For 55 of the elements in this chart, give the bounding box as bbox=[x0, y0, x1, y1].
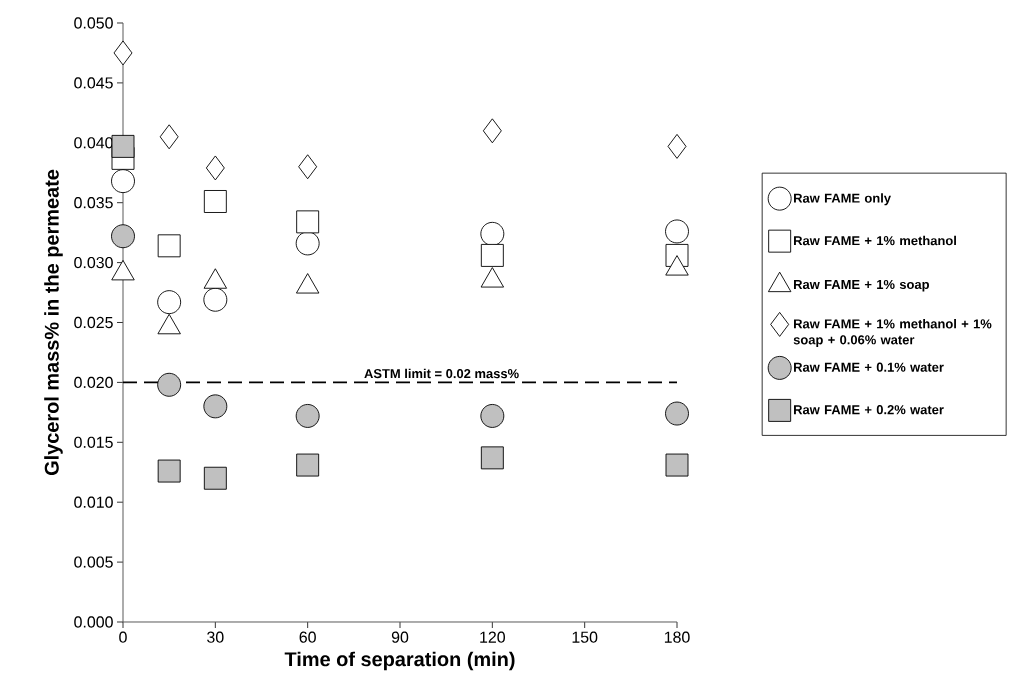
point bbox=[665, 401, 689, 426]
x-tick-label: 120 bbox=[480, 631, 505, 643]
x-tick-label: 90 bbox=[391, 631, 409, 643]
point bbox=[480, 404, 505, 428]
legend-label: Raw FAME + 0.1% water bbox=[794, 362, 944, 372]
x-tick-label: 180 bbox=[664, 631, 690, 643]
point bbox=[205, 155, 225, 181]
point bbox=[157, 372, 182, 397]
y-tick-label: 0.025 bbox=[74, 316, 113, 329]
x-tick-label: 30 bbox=[207, 631, 224, 643]
point bbox=[203, 394, 228, 419]
point bbox=[157, 459, 181, 483]
point bbox=[159, 124, 179, 150]
y-tick-label: 0.050 bbox=[74, 17, 113, 29]
point bbox=[157, 290, 182, 315]
point bbox=[296, 210, 320, 234]
legend-label: Raw FAME + 1% methanol bbox=[794, 235, 956, 246]
point bbox=[296, 453, 320, 477]
point bbox=[480, 221, 505, 246]
point bbox=[298, 154, 318, 180]
y-tick-label: 0.015 bbox=[74, 436, 113, 448]
ref-line-label: ASTM limit = 0.02 mass% bbox=[364, 368, 519, 379]
y-tick-label: 0.000 bbox=[74, 616, 113, 628]
y-axis-title: Glycerol mass% in the permeate bbox=[44, 169, 63, 476]
legend-label: Raw FAME only bbox=[794, 193, 891, 206]
x-tick-label: 60 bbox=[299, 631, 316, 643]
y-tick-label: 0.045 bbox=[74, 77, 113, 89]
legend-label: Raw FAME + 1% methanol + 1% soap + 0.06% water bbox=[793, 318, 992, 347]
point bbox=[295, 404, 320, 428]
point bbox=[665, 219, 689, 244]
point bbox=[111, 169, 135, 194]
x-tick-label: 0 bbox=[119, 631, 127, 643]
legend-label: Raw FAME + 1% soap bbox=[794, 279, 929, 292]
point bbox=[113, 40, 133, 66]
x-tick-label: 150 bbox=[572, 631, 598, 643]
point bbox=[157, 234, 181, 258]
y-tick-label: 0.035 bbox=[74, 197, 113, 209]
point bbox=[203, 466, 227, 490]
x-axis-title: Time of separation (min) bbox=[284, 651, 515, 671]
point bbox=[665, 453, 689, 477]
point bbox=[482, 118, 502, 144]
y-tick-label: 0.020 bbox=[74, 376, 113, 389]
point bbox=[667, 133, 687, 159]
y-tick-label: 0.005 bbox=[74, 556, 113, 568]
legend-label: Raw FAME + 0.2% water bbox=[794, 405, 944, 415]
point bbox=[480, 243, 504, 267]
point bbox=[203, 287, 228, 312]
point bbox=[203, 190, 227, 213]
point bbox=[111, 134, 135, 158]
y-tick-label: 0.040 bbox=[74, 137, 113, 149]
y-tick-label: 0.030 bbox=[74, 256, 113, 269]
point bbox=[480, 446, 504, 470]
y-tick-label: 0.010 bbox=[74, 496, 113, 508]
point bbox=[295, 231, 320, 256]
point bbox=[111, 224, 135, 249]
